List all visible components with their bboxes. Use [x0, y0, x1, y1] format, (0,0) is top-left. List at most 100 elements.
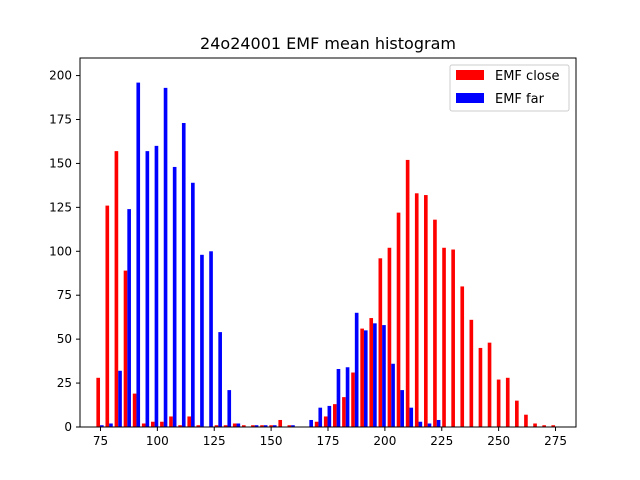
- bars-layer: [96, 82, 556, 428]
- bar-emf-close: [269, 425, 273, 427]
- bar-emf-far: [263, 425, 268, 427]
- bar-emf-close: [469, 319, 474, 427]
- bar-emf-far: [373, 323, 377, 427]
- bar-emf-close: [378, 258, 383, 427]
- bar-emf-far: [318, 407, 323, 427]
- x-tick-label: 200: [373, 434, 396, 448]
- bar-emf-far: [154, 145, 159, 428]
- bar-emf-close: [323, 416, 328, 427]
- bar-emf-close: [460, 286, 465, 427]
- x-tick-label: 250: [487, 434, 510, 448]
- bar-emf-close: [141, 423, 146, 427]
- bar-emf-close: [96, 377, 101, 427]
- bar-emf-close: [278, 419, 283, 427]
- bar-emf-close: [187, 416, 192, 427]
- bar-emf-close: [160, 421, 164, 427]
- legend-swatch-emf-close: [456, 70, 484, 80]
- bar-emf-close: [251, 425, 255, 427]
- bar-emf-far: [345, 367, 350, 427]
- x-tick-label: 75: [93, 434, 108, 448]
- bar-emf-far: [418, 421, 423, 427]
- bar-emf-far: [209, 251, 213, 427]
- bar-emf-far: [136, 82, 141, 427]
- y-axis: 0 25 50 75 100 125 150 175 200: [49, 69, 80, 434]
- x-tick-label: 275: [544, 434, 567, 448]
- x-axis: 75 100 125 150 175 200 225 250 275: [93, 427, 567, 448]
- bar-emf-close: [114, 151, 119, 427]
- bar-emf-close: [405, 159, 410, 427]
- y-tick-label: 125: [49, 200, 72, 214]
- legend-label-emf-far: EMF far: [495, 92, 545, 107]
- y-tick-label: 25: [57, 376, 72, 390]
- bar-emf-far: [218, 332, 222, 427]
- bar-emf-close: [314, 421, 319, 427]
- y-tick-label: 200: [49, 69, 72, 83]
- x-tick-label: 150: [260, 434, 283, 448]
- bar-emf-close: [132, 393, 137, 427]
- bar-emf-close: [223, 425, 228, 427]
- bar-emf-far: [327, 405, 332, 427]
- bar-emf-far: [200, 254, 204, 427]
- bar-emf-close: [524, 414, 528, 427]
- bar-emf-close: [387, 247, 392, 427]
- bar-emf-close: [351, 372, 355, 427]
- y-tick-label: 0: [64, 420, 72, 434]
- x-tick-label: 225: [430, 434, 453, 448]
- bar-emf-close: [396, 212, 401, 427]
- bar-emf-close: [178, 425, 182, 427]
- y-tick-label: 100: [49, 244, 72, 258]
- y-tick-label: 75: [57, 288, 72, 302]
- bar-emf-close: [287, 425, 292, 427]
- bar-emf-far: [391, 363, 395, 427]
- bar-emf-far: [118, 370, 122, 427]
- bar-emf-close: [414, 193, 419, 427]
- bar-emf-close: [533, 423, 537, 427]
- bar-emf-far: [163, 87, 168, 428]
- legend-label-emf-close: EMF close: [495, 69, 560, 84]
- bar-emf-far: [109, 423, 113, 427]
- bar-emf-far: [191, 182, 195, 427]
- bar-emf-close: [232, 423, 237, 427]
- bar-emf-close: [105, 205, 110, 427]
- y-tick-label: 175: [49, 113, 72, 127]
- bar-emf-far: [436, 419, 441, 427]
- bar-emf-far: [127, 209, 131, 427]
- y-tick-label: 150: [49, 156, 72, 170]
- y-tick-label: 50: [57, 332, 72, 346]
- bar-emf-far: [354, 312, 359, 427]
- bar-emf-far: [309, 419, 313, 427]
- legend-swatch-emf-far: [456, 93, 484, 103]
- bar-emf-close: [333, 404, 337, 427]
- bar-emf-far: [254, 425, 259, 427]
- bar-emf-far: [236, 423, 241, 427]
- x-tick-label: 125: [203, 434, 226, 448]
- chart-title: 24o24001 EMF mean histogram: [200, 34, 456, 53]
- bar-emf-far: [409, 407, 414, 427]
- bar-emf-close: [214, 425, 219, 427]
- bar-emf-far: [145, 151, 150, 427]
- x-tick-label: 100: [146, 434, 169, 448]
- legend: EMF close EMF far: [449, 64, 570, 112]
- bar-emf-far: [400, 390, 404, 427]
- bar-emf-far: [172, 166, 177, 427]
- bar-emf-close: [496, 379, 501, 427]
- bar-emf-close: [196, 425, 201, 427]
- bar-emf-far: [181, 123, 186, 427]
- bar-emf-close: [433, 219, 437, 427]
- bar-emf-close: [451, 249, 455, 427]
- bar-emf-close: [551, 425, 556, 427]
- bar-emf-close: [342, 397, 346, 427]
- bar-emf-far: [363, 330, 368, 427]
- bar-emf-close: [424, 195, 428, 427]
- bar-emf-close: [123, 270, 128, 427]
- bar-emf-close: [487, 342, 492, 427]
- bar-emf-far: [291, 425, 295, 427]
- bar-emf-close: [478, 347, 483, 427]
- bar-emf-close: [260, 425, 264, 427]
- bar-emf-close: [150, 421, 155, 427]
- bar-emf-close: [505, 377, 510, 427]
- bar-emf-far: [227, 390, 232, 427]
- bar-emf-close: [515, 400, 519, 427]
- bar-emf-far: [100, 425, 104, 427]
